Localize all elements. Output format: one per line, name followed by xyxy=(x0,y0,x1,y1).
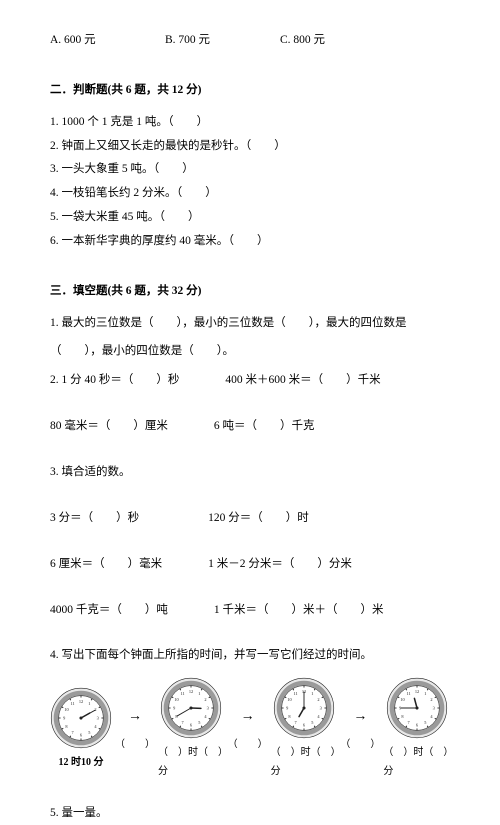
fill-list: 1. 最大的三位数是（ ），最小的三位数是（ ），最大的四位数是 （ ），最小的… xyxy=(50,313,450,668)
svg-text:11: 11 xyxy=(181,691,185,696)
q3-3c: 4000 千克＝（ ）吨 1 千米＝（ ）米＋（ ）米 xyxy=(50,600,450,622)
svg-text:2: 2 xyxy=(94,707,96,712)
svg-text:11: 11 xyxy=(406,691,410,696)
clock-2-item: 121234567891011 （ ）时（ ）分 xyxy=(158,677,225,781)
option-c: C. 800 元 xyxy=(280,30,325,52)
svg-text:1: 1 xyxy=(88,701,90,706)
svg-text:8: 8 xyxy=(401,714,403,719)
clock-1-label: 12 时10 分 xyxy=(59,753,104,772)
q3-5: 5. 量一量。 xyxy=(50,803,450,825)
arrow-3: →（ ） xyxy=(340,704,380,754)
q3-3: 3. 填合适的数。 xyxy=(50,462,450,484)
q2-3: 3. 一头大象重 5 吨。（ ） xyxy=(50,159,450,181)
q2-5: 5. 一袋大米重 45 吨。（ ） xyxy=(50,207,450,229)
clock-3-item: 121234567891011 （ ）时（ ）分 xyxy=(271,677,338,781)
svg-text:10: 10 xyxy=(175,697,179,702)
svg-text:5: 5 xyxy=(311,720,313,725)
svg-text:10: 10 xyxy=(400,697,404,702)
svg-text:2: 2 xyxy=(317,697,319,702)
svg-text:8: 8 xyxy=(288,714,290,719)
clock-2-label: （ ）时（ ）分 xyxy=(158,743,225,781)
svg-text:9: 9 xyxy=(63,715,65,720)
clock-3-label: （ ）时（ ）分 xyxy=(271,743,338,781)
clock-1-item: 121234567891011 12 时10 分 xyxy=(50,687,112,772)
svg-text:12: 12 xyxy=(189,689,193,694)
svg-text:10: 10 xyxy=(64,707,68,712)
svg-text:3: 3 xyxy=(432,706,434,711)
svg-text:11: 11 xyxy=(294,691,298,696)
svg-text:2: 2 xyxy=(430,697,432,702)
svg-text:5: 5 xyxy=(199,720,201,725)
svg-text:1: 1 xyxy=(311,691,313,696)
clock-4-item: 121234567891011 （ ）时（ ）分 xyxy=(383,677,450,781)
arrow-2: →（ ） xyxy=(228,704,268,754)
svg-text:3: 3 xyxy=(97,715,99,720)
svg-text:9: 9 xyxy=(286,706,288,711)
clock-row: 121234567891011 12 时10 分 →（ ） 1212345678… xyxy=(50,677,450,781)
q3-1a: 1. 最大的三位数是（ ），最小的三位数是（ ），最大的四位数是 xyxy=(50,313,450,335)
clock-3: 121234567891011 xyxy=(273,677,335,739)
q2-1: 1. 1000 个 1 克是 1 吨。（ ） xyxy=(50,112,450,134)
svg-text:1: 1 xyxy=(424,691,426,696)
svg-text:8: 8 xyxy=(65,724,67,729)
mc-options: A. 600 元 B. 700 元 C. 800 元 xyxy=(50,30,450,52)
q2-2: 2. 钟面上又细又长走的最快的是秒针。（ ） xyxy=(50,136,450,158)
clock-4-label: （ ）时（ ）分 xyxy=(383,743,450,781)
svg-text:5: 5 xyxy=(424,720,426,725)
svg-text:5: 5 xyxy=(88,730,90,735)
section-3-title: 三．填空题(共 6 题，共 32 分) xyxy=(50,281,450,303)
q3-2b: 80 毫米＝（ ）厘米 6 吨＝（ ）千克 xyxy=(50,416,450,438)
arrow-1: →（ ） xyxy=(115,704,155,754)
q3-3a: 3 分＝（ ）秒 120 分＝（ ）时 xyxy=(50,508,450,530)
q3-3b: 6 厘米＝（ ）毫米 1 米－2 分米＝（ ）分米 xyxy=(50,554,450,576)
section-2-title: 二．判断题(共 6 题，共 12 分) xyxy=(50,80,450,102)
q3-2: 2. 1 分 40 秒＝（ ）秒 400 米＋600 米＝（ ）千米 xyxy=(50,370,450,392)
option-a: A. 600 元 xyxy=(50,30,165,52)
svg-text:11: 11 xyxy=(71,701,75,706)
clock-4: 121234567891011 xyxy=(386,677,448,739)
svg-text:12: 12 xyxy=(79,698,83,703)
svg-text:2: 2 xyxy=(205,697,207,702)
q3-1b: （ ），最小的四位数是（ ）。 xyxy=(50,341,450,363)
truefalse-list: 1. 1000 个 1 克是 1 吨。（ ） 2. 钟面上又细又长走的最快的是秒… xyxy=(50,112,450,253)
svg-text:12: 12 xyxy=(415,689,419,694)
q3-4: 4. 写出下面每个钟面上所指的时间，并写一写它们经过的时间。 xyxy=(50,645,450,667)
clock-2: 121234567891011 xyxy=(160,677,222,739)
q2-6: 6. 一本新华字典的厚度约 40 毫米。（ ） xyxy=(50,231,450,253)
clock-1: 121234567891011 xyxy=(50,687,112,749)
svg-text:3: 3 xyxy=(320,706,322,711)
q2-4: 4. 一枝铅笔长约 2 分米。（ ） xyxy=(50,183,450,205)
svg-text:3: 3 xyxy=(207,706,209,711)
svg-text:9: 9 xyxy=(174,706,176,711)
svg-text:1: 1 xyxy=(199,691,201,696)
option-b: B. 700 元 xyxy=(165,30,280,52)
svg-text:10: 10 xyxy=(287,697,291,702)
